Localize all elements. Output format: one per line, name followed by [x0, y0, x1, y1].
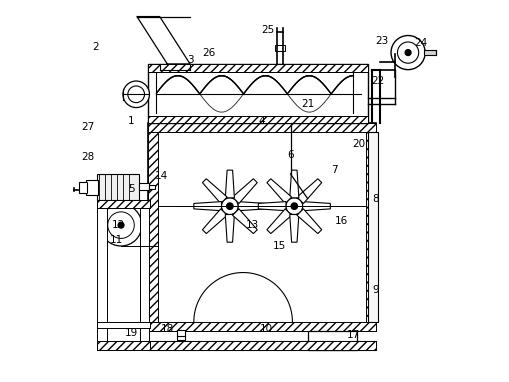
Text: 22: 22	[371, 76, 384, 86]
Text: 5: 5	[128, 184, 134, 194]
Text: 9: 9	[373, 285, 379, 295]
Bar	[307, 331, 357, 350]
Polygon shape	[303, 202, 330, 211]
Polygon shape	[238, 202, 266, 211]
Polygon shape	[233, 209, 257, 233]
Text: 3: 3	[187, 55, 193, 65]
Bar	[148, 322, 376, 331]
Bar	[148, 132, 158, 322]
Text: 26: 26	[203, 48, 216, 58]
Text: 2: 2	[92, 42, 99, 52]
Bar	[148, 123, 376, 132]
Text: 10: 10	[259, 324, 272, 334]
Bar	[97, 341, 150, 350]
Text: 8: 8	[373, 194, 379, 204]
Text: 12: 12	[111, 220, 125, 230]
Bar	[97, 208, 106, 341]
Text: 1: 1	[128, 116, 134, 126]
Text: 6: 6	[287, 150, 294, 160]
Bar	[97, 174, 139, 201]
Polygon shape	[290, 170, 299, 198]
Bar	[366, 132, 376, 322]
Bar	[148, 341, 376, 350]
Bar	[86, 180, 98, 195]
Bar	[139, 183, 149, 190]
Polygon shape	[297, 179, 322, 204]
Polygon shape	[194, 202, 221, 211]
Text: 16: 16	[335, 216, 348, 227]
Text: 13: 13	[246, 220, 259, 230]
Bar	[425, 50, 436, 55]
Bar	[139, 208, 149, 341]
Polygon shape	[290, 215, 299, 242]
Text: 14: 14	[155, 171, 168, 181]
Polygon shape	[203, 209, 227, 233]
Circle shape	[291, 203, 298, 209]
Circle shape	[123, 81, 150, 108]
Circle shape	[118, 222, 124, 228]
Text: 18: 18	[161, 324, 174, 334]
Circle shape	[405, 50, 411, 56]
Bar	[148, 341, 376, 350]
Circle shape	[227, 203, 233, 209]
Text: 28: 28	[81, 152, 94, 162]
Text: 11: 11	[109, 235, 123, 245]
Polygon shape	[203, 179, 227, 204]
Bar	[79, 181, 87, 193]
Polygon shape	[225, 170, 235, 198]
Bar	[149, 185, 155, 189]
Bar	[97, 200, 150, 208]
Bar	[148, 64, 369, 123]
Polygon shape	[267, 179, 292, 204]
Polygon shape	[225, 215, 235, 242]
Bar	[97, 200, 150, 208]
Bar	[148, 123, 376, 331]
Bar	[307, 345, 357, 350]
Circle shape	[221, 198, 238, 215]
Text: 7: 7	[331, 165, 337, 175]
Text: 27: 27	[81, 121, 94, 131]
Bar	[148, 64, 369, 71]
Bar	[148, 116, 369, 123]
Text: 17: 17	[347, 330, 360, 340]
Bar	[97, 322, 150, 327]
Bar	[369, 132, 378, 322]
Text: 4: 4	[259, 116, 265, 126]
Text: 21: 21	[301, 99, 314, 109]
Bar	[275, 45, 285, 52]
Polygon shape	[297, 209, 322, 233]
Polygon shape	[233, 179, 257, 204]
Text: 19: 19	[125, 328, 138, 338]
Text: 24: 24	[415, 38, 428, 48]
Text: 25: 25	[261, 25, 274, 35]
Text: 20: 20	[352, 139, 365, 149]
Polygon shape	[258, 202, 286, 211]
Bar	[177, 330, 185, 340]
Text: 23: 23	[375, 36, 388, 46]
Bar	[97, 341, 150, 350]
Polygon shape	[267, 209, 292, 233]
Circle shape	[286, 198, 303, 215]
Text: 15: 15	[272, 241, 286, 251]
